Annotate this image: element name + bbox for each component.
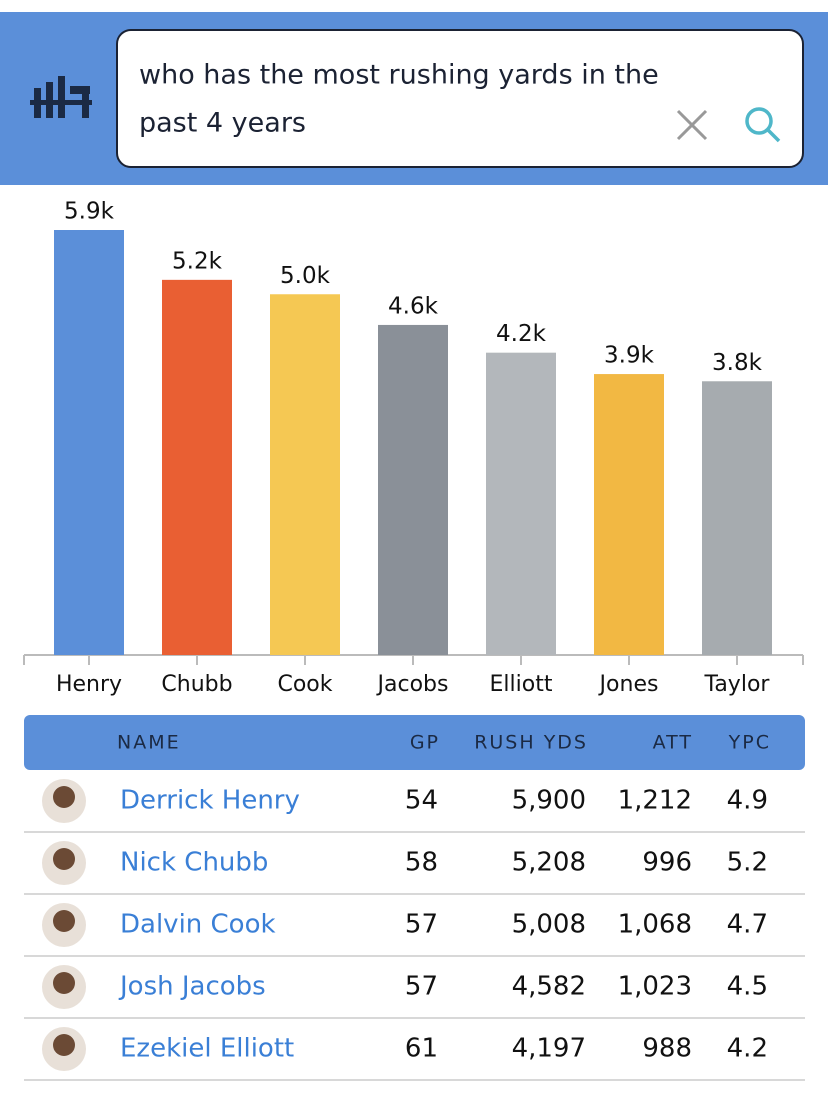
cell: 5.2	[727, 848, 768, 878]
cell: 988	[642, 1034, 692, 1064]
value-label: 4.2k	[496, 321, 547, 347]
cell: 996	[642, 848, 692, 878]
player-name: Derrick Henry	[120, 786, 300, 816]
column-header: YPC	[728, 732, 771, 754]
avatar-face	[53, 786, 75, 808]
cell: 4.5	[727, 972, 768, 1002]
logo	[30, 76, 92, 118]
clear-button[interactable]	[676, 109, 708, 141]
x-tick-label: Cook	[277, 672, 332, 697]
value-label: 4.6k	[388, 293, 439, 319]
bar	[594, 374, 664, 655]
player-name: Nick Chubb	[120, 848, 268, 878]
x-tick-label: Elliott	[490, 672, 553, 697]
cell: 4,582	[512, 972, 586, 1002]
cell: 5,900	[512, 786, 586, 816]
x-tick-label: Jones	[598, 672, 659, 697]
cell: 1,023	[618, 972, 692, 1002]
cell: 54	[405, 786, 438, 816]
search-text: past 4 years	[139, 108, 306, 139]
bar	[270, 294, 340, 655]
search-text: who has the most rushing yards in the	[139, 60, 659, 91]
avatar-face	[53, 1034, 75, 1056]
cell: 4,197	[512, 1034, 586, 1064]
bar	[378, 324, 448, 655]
search-button[interactable]	[745, 107, 781, 143]
cell: 4.9	[727, 786, 768, 816]
bar	[702, 381, 772, 655]
cell: 4.2	[727, 1034, 768, 1064]
cell: 1,212	[618, 786, 692, 816]
column-header: RUSH YDS	[474, 732, 588, 754]
cell: 5,208	[512, 848, 586, 878]
column-header: NAME	[117, 732, 181, 754]
bar	[162, 279, 232, 655]
avatar-face	[53, 972, 75, 994]
value-label: 5.2k	[172, 248, 223, 274]
x-tick-label: Henry	[56, 672, 122, 697]
value-label: 3.8k	[712, 350, 763, 376]
bar	[486, 352, 556, 655]
cell: 58	[405, 848, 438, 878]
player-name: Josh Jacobs	[118, 972, 266, 1002]
x-tick-label: Taylor	[704, 672, 771, 697]
value-label: 5.0k	[280, 263, 331, 289]
x-tick-label: Chubb	[161, 672, 232, 697]
cell: 4.7	[727, 910, 768, 940]
cell: 57	[405, 910, 438, 940]
table-header	[24, 715, 805, 770]
player-name: Dalvin Cook	[120, 910, 276, 940]
value-label: 3.9k	[604, 343, 655, 369]
search-box[interactable]	[116, 29, 804, 168]
x-tick-label: Jacobs	[376, 672, 449, 697]
player-name: Ezekiel Elliott	[120, 1034, 294, 1064]
cell: 61	[405, 1034, 438, 1064]
column-header: GP	[410, 732, 440, 754]
cell: 57	[405, 972, 438, 1002]
column-header: ATT	[653, 732, 693, 754]
cell: 1,068	[618, 910, 692, 940]
bar	[54, 230, 124, 655]
avatar-face	[53, 848, 75, 870]
avatar-face	[53, 910, 75, 932]
value-label: 5.9k	[64, 199, 115, 225]
cell: 5,008	[512, 910, 586, 940]
